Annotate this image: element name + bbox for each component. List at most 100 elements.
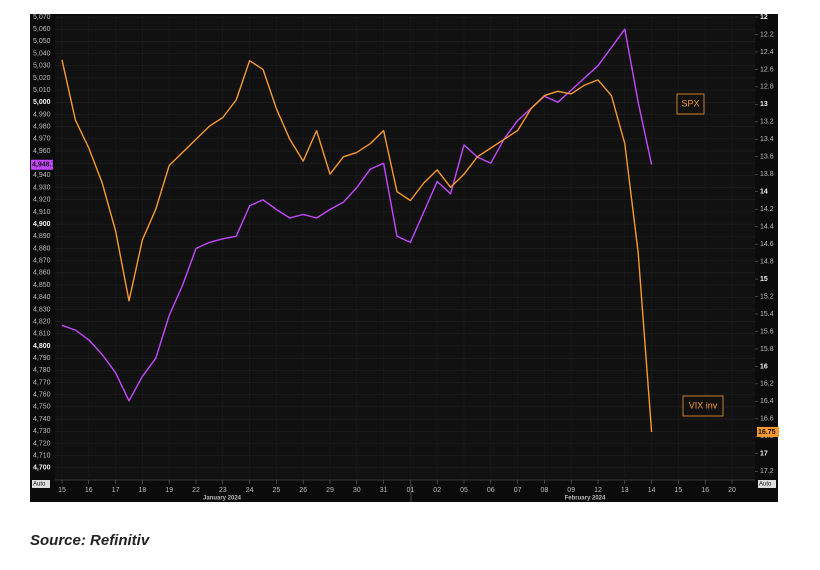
- y-tick-label: 4,940: [33, 172, 51, 179]
- y-tick-label: 4,910: [33, 209, 51, 216]
- y2-tick-label: 15.4: [760, 311, 774, 318]
- x-tick-label: 12: [594, 487, 602, 494]
- x-tick-label: 08: [541, 487, 549, 494]
- y-tick-label: 5,010: [33, 87, 51, 94]
- y2-tick-label: 17: [760, 451, 768, 458]
- y2-tick-label: 16.4: [760, 398, 774, 405]
- x-tick-label: 19: [165, 487, 173, 494]
- y2-tick-label: 15.6: [760, 328, 774, 335]
- x-tick-label: 24: [246, 487, 254, 494]
- x-tick-label: 15: [58, 487, 66, 494]
- y2-tick-label: 13.8: [760, 171, 774, 178]
- x-tick-label: 18: [139, 487, 147, 494]
- y2-tick-label: 13: [760, 101, 768, 108]
- y-tick-label: 4,930: [33, 184, 51, 191]
- y2-tick-label: 12.4: [760, 49, 774, 56]
- y2-tick-label: 14.4: [760, 224, 774, 231]
- y-tick-label: 5,040: [33, 50, 51, 57]
- x-tick-label: 29: [326, 487, 334, 494]
- y-tick-label: 4,870: [33, 258, 51, 265]
- x-tick-label: 02: [433, 487, 441, 494]
- x-tick-label: 23: [219, 487, 227, 494]
- x-tick-label: 20: [728, 487, 736, 494]
- x-tick-label: 22: [192, 487, 200, 494]
- y2-tick-label: 14.8: [760, 258, 774, 265]
- y-tick-label: 5,030: [33, 63, 51, 70]
- y-tick-label: 4,760: [33, 392, 51, 399]
- y-tick-label: 5,070: [33, 14, 51, 21]
- y2-tick-label: 14.6: [760, 241, 774, 248]
- y2-tick-label: 12.8: [760, 84, 774, 91]
- y-tick-label: 5,050: [33, 38, 51, 45]
- y-tick-label: 4,770: [33, 379, 51, 386]
- y-tick-label: 4,820: [33, 318, 51, 325]
- y-tick-label: 4,720: [33, 440, 51, 447]
- y-tick-label: 4,840: [33, 294, 51, 301]
- month-label: January 2024: [203, 496, 242, 502]
- y-tick-label: 4,750: [33, 404, 51, 411]
- y-tick-label: 4,990: [33, 111, 51, 118]
- y2-tick-label: 16.2: [760, 381, 774, 388]
- y2-tick-label: 13.2: [760, 119, 774, 126]
- y2-tick-label: 15.8: [760, 346, 774, 353]
- y2-tick-label: 12: [760, 14, 768, 21]
- series-line: [61, 28, 653, 402]
- y-tick-label: 4,900: [33, 221, 51, 228]
- y2-tick-label: 12.6: [760, 66, 774, 73]
- x-tick-label: 07: [514, 487, 522, 494]
- x-tick-label: 01: [407, 487, 415, 494]
- legend-box: [682, 395, 724, 417]
- x-tick-label: 30: [353, 487, 361, 494]
- y2-tick-label: 13.6: [760, 154, 774, 161]
- y2-tick-label: 14.2: [760, 206, 774, 213]
- y-tick-label: 4,880: [33, 245, 51, 252]
- y-tick-label: 4,960: [33, 148, 51, 155]
- legend-label: SPX: [681, 98, 699, 108]
- y-tick-label: 4,710: [33, 452, 51, 459]
- y2-tick-label: 15: [760, 276, 768, 283]
- x-tick-label: 14: [648, 487, 656, 494]
- y2-tick-label: 13.4: [760, 136, 774, 143]
- scale-mode-box: [758, 480, 776, 488]
- source-note: Source: Refinitiv: [30, 532, 151, 549]
- x-tick-label: 16: [701, 487, 709, 494]
- y2-tick-label: 17.2: [760, 468, 774, 475]
- y-tick-label: 4,830: [33, 306, 51, 313]
- y-tick-label: 4,920: [33, 197, 51, 204]
- last-value-badge: [31, 159, 53, 170]
- y-tick-label: 5,060: [33, 26, 51, 33]
- legend-label: VIX inv: [689, 400, 718, 410]
- last-value-badge: [757, 426, 779, 437]
- legend-box: [676, 93, 705, 115]
- y-tick-label: 5,020: [33, 75, 51, 82]
- x-tick-label: 26: [299, 487, 307, 494]
- x-tick-label: 31: [380, 487, 388, 494]
- y-tick-label: 4,790: [33, 355, 51, 362]
- y-tick-label: 4,730: [33, 428, 51, 435]
- last-value-label: 16.75: [758, 429, 776, 436]
- month-label: February 2024: [565, 496, 606, 502]
- y2-tick-label: 16.6: [760, 416, 774, 423]
- x-tick-label: 05: [460, 487, 468, 494]
- scale-mode-label: Auto: [759, 482, 772, 488]
- x-tick-label: 06: [487, 487, 495, 494]
- x-tick-label: 13: [621, 487, 629, 494]
- x-tick-label: 09: [567, 487, 575, 494]
- y-tick-label: 4,850: [33, 282, 51, 289]
- y2-tick-label: 12.2: [760, 31, 774, 38]
- y-tick-label: 4,740: [33, 416, 51, 423]
- y-tick-label: 4,980: [33, 124, 51, 131]
- y-tick-label: 4,810: [33, 331, 51, 338]
- x-tick-label: 15: [675, 487, 683, 494]
- y2-tick-label: 16: [760, 363, 768, 370]
- y-tick-label: 4,860: [33, 270, 51, 277]
- x-tick-label: 17: [112, 487, 120, 494]
- x-tick-label: 25: [273, 487, 281, 494]
- y2-tick-label: 15.2: [760, 293, 774, 300]
- y-tick-label: 4,800: [33, 343, 51, 350]
- y-tick-label: 4,890: [33, 233, 51, 240]
- last-value-label: 4,948.75: [32, 162, 59, 169]
- scale-mode-box: [32, 480, 50, 488]
- y-tick-label: 4,780: [33, 367, 51, 374]
